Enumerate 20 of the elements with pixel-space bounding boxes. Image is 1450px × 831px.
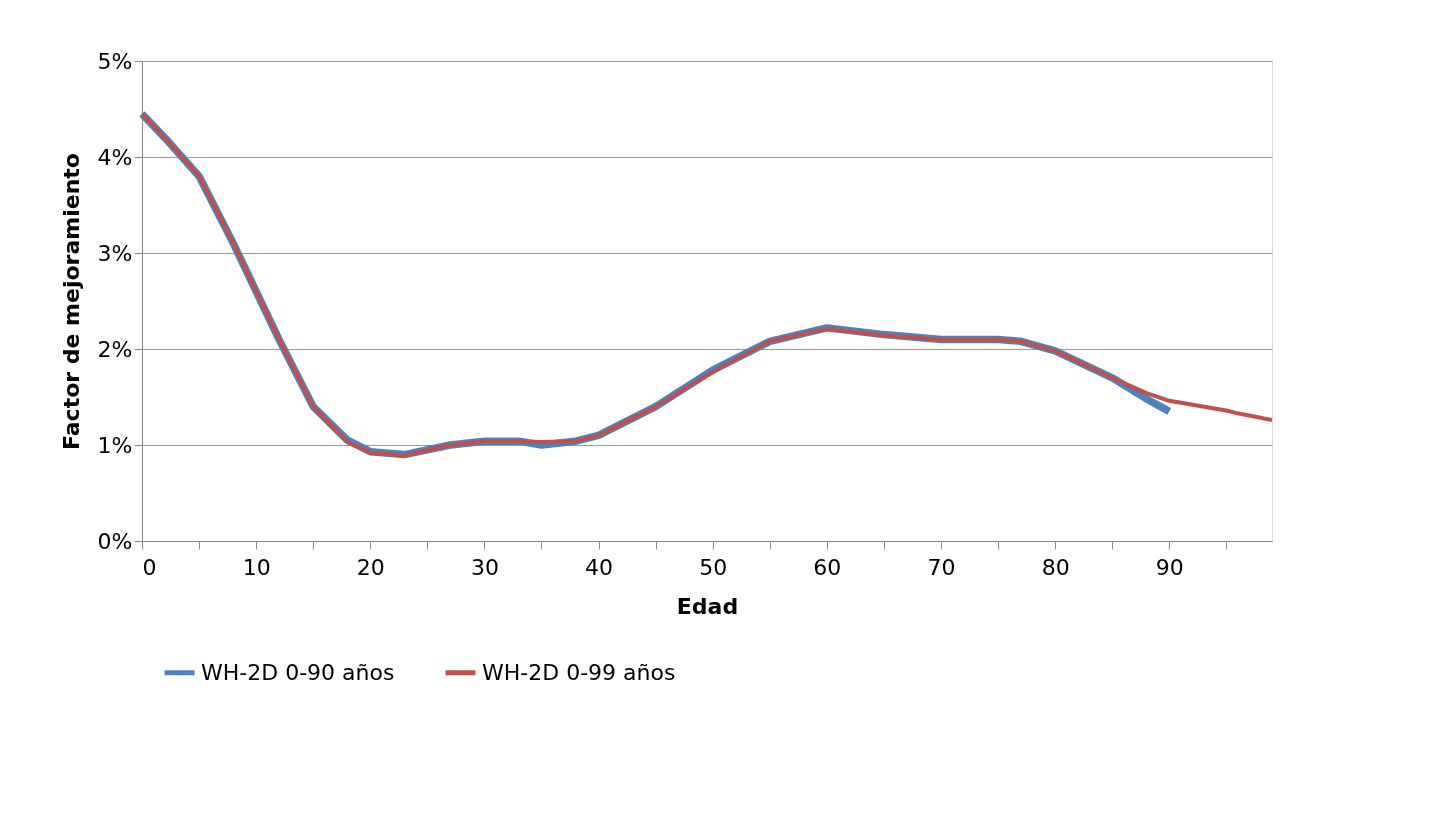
y-tick-label: 3% xyxy=(97,240,133,266)
y-tick-label: 0% xyxy=(97,528,133,554)
x-tick-label: 70 xyxy=(927,554,956,580)
y-axis-title: Factor de mejoramiento xyxy=(58,153,84,450)
x-tick-label: 40 xyxy=(585,554,614,580)
x-tick-label: 50 xyxy=(699,554,728,580)
legend-label: WH-2D 0-90 años xyxy=(201,659,395,685)
y-tick-label: 5% xyxy=(97,48,133,74)
y-tick-label: 4% xyxy=(97,144,133,170)
x-tick-label: 20 xyxy=(356,554,385,580)
x-tick-label: 10 xyxy=(242,554,271,580)
x-tick-label: 90 xyxy=(1155,554,1184,580)
x-tick-label: 80 xyxy=(1041,554,1070,580)
x-tick-label: 60 xyxy=(813,554,842,580)
legend-label: WH-2D 0-99 años xyxy=(482,659,676,685)
x-tick-label: 30 xyxy=(470,554,499,580)
y-tick-label: 1% xyxy=(97,432,133,458)
x-axis-title: Edad xyxy=(676,593,739,619)
x-tick-label: 0 xyxy=(142,554,157,580)
y-tick-label: 2% xyxy=(97,336,133,362)
